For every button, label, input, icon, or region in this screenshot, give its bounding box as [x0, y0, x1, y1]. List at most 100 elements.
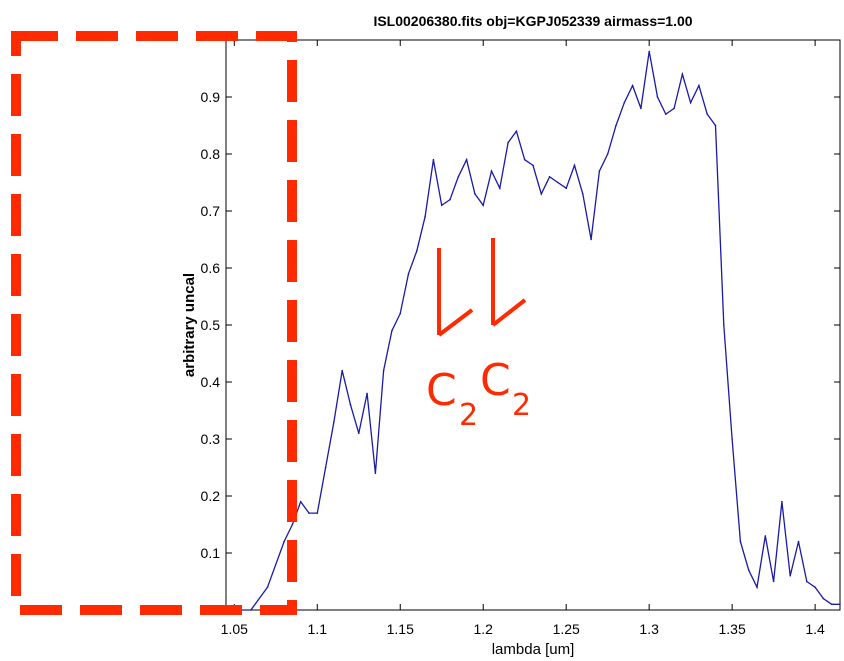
x-tick-label: 1.35 [719, 621, 746, 637]
data-point [316, 512, 319, 514]
data-point [548, 176, 551, 178]
y-tick-label: 0.9 [201, 89, 221, 105]
data-point [399, 312, 402, 315]
data-point [648, 50, 650, 53]
data-point [731, 438, 733, 440]
svg-text:C: C [426, 365, 457, 416]
data-point [540, 193, 543, 195]
data-point [673, 107, 675, 110]
data-point [299, 500, 302, 503]
data-point [606, 153, 609, 155]
data-point [640, 107, 642, 110]
data-point [664, 113, 667, 115]
c2-label-2: C 2 [480, 355, 531, 423]
y-tick-label: 0.1 [201, 545, 221, 561]
data-point [839, 603, 841, 606]
y-tick-label: 0.3 [201, 431, 221, 447]
y-tick-label: 0.5 [201, 317, 221, 333]
y-axis: 0.1 0.2 0.3 0.4 0.5 0.6 0.7 0.8 0.9 [201, 89, 840, 561]
data-point [830, 603, 833, 606]
x-tick-label: 1.1 [308, 621, 328, 637]
x-tick-label: 1.15 [387, 621, 414, 637]
data-point [374, 472, 377, 475]
data-point [250, 609, 252, 611]
x-tick-label: 1.2 [473, 621, 493, 637]
data-point [523, 158, 526, 161]
svg-text:C: C [480, 355, 511, 406]
plot-frame [225, 39, 841, 611]
data-point [382, 369, 385, 372]
series-points [225, 50, 841, 611]
data-point [449, 198, 451, 201]
data-point [822, 597, 825, 600]
data-point [341, 369, 343, 372]
x-tick-label: 1.3 [639, 621, 659, 637]
data-point [698, 84, 700, 87]
y-tick-label: 0.7 [201, 203, 221, 219]
c2-label-1: C 2 [426, 365, 478, 433]
data-point [266, 586, 269, 588]
data-point [797, 540, 800, 543]
data-point [283, 540, 285, 543]
data-point [631, 84, 634, 87]
x-tick-label: 1.05 [221, 621, 248, 637]
data-point [681, 73, 684, 75]
x-axis-label: lambda [um] [492, 641, 575, 658]
c2-arrow-1 [437, 248, 474, 337]
chart-title: ISL00206380.fits obj=KGPJ052339 airmass=… [373, 13, 692, 29]
y-axis-label: arbitrary uncal [181, 273, 198, 377]
data-point [814, 586, 816, 588]
data-point [440, 204, 443, 207]
data-point [781, 500, 783, 503]
svg-text:2: 2 [512, 388, 531, 423]
data-point [789, 575, 792, 577]
highlight-box [11, 31, 297, 615]
data-point [507, 141, 509, 144]
data-point [424, 215, 426, 218]
x-axis: 1.05 1.1 1.15 1.2 1.25 1.3 1.35 1.4 [221, 40, 825, 637]
data-point [714, 124, 717, 127]
data-point [333, 421, 335, 423]
series-line [226, 51, 840, 611]
data-point [432, 158, 435, 161]
data-point [706, 113, 709, 115]
y-tick-label: 0.2 [201, 488, 221, 504]
data-point [457, 176, 460, 178]
data-point [772, 580, 775, 583]
data-point [416, 250, 418, 252]
data-point [756, 586, 758, 588]
data-point [747, 569, 750, 571]
y-tick-label: 0.6 [201, 260, 221, 276]
data-point [474, 193, 476, 195]
svg-text:2: 2 [459, 398, 478, 433]
data-point [490, 170, 493, 172]
data-point [656, 96, 659, 98]
data-point [291, 523, 294, 526]
data-point [366, 392, 368, 395]
y-tick-label: 0.4 [201, 374, 221, 390]
data-point [623, 101, 626, 104]
data-point [391, 329, 393, 332]
data-point [806, 580, 808, 583]
data-point [499, 187, 501, 189]
y-tick-label: 0.8 [201, 146, 221, 162]
data-point [590, 238, 592, 241]
data-point [739, 540, 742, 543]
data-point [407, 272, 410, 275]
data-point [598, 170, 601, 172]
data-point [532, 164, 534, 167]
data-point [615, 124, 617, 127]
data-point [581, 193, 584, 195]
data-point [557, 181, 559, 184]
data-point [482, 204, 485, 207]
data-point [465, 158, 468, 161]
data-point [308, 512, 310, 514]
data-point [573, 164, 576, 167]
data-point [565, 187, 567, 189]
x-tick-label: 1.25 [553, 621, 580, 637]
c2-arrow-2 [491, 238, 527, 327]
data-point [764, 535, 767, 537]
data-point [689, 101, 692, 104]
x-tick-label: 1.4 [805, 621, 825, 637]
